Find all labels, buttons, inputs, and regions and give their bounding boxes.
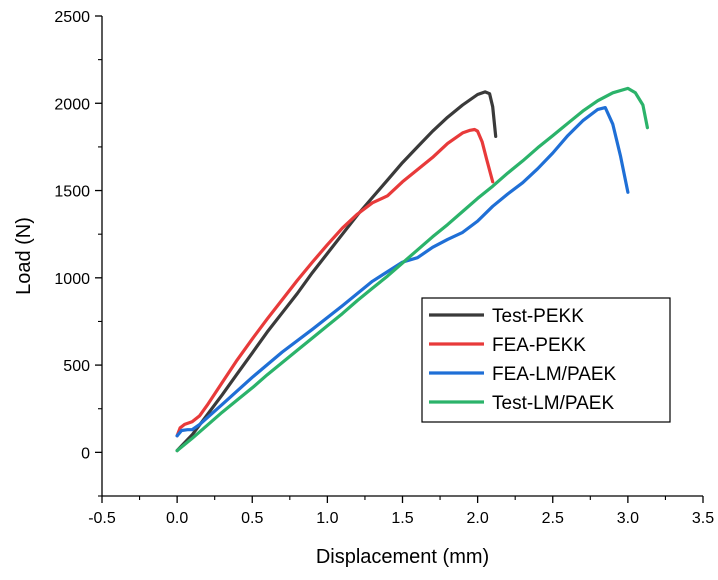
x-tick-label: 3.5 xyxy=(692,510,714,527)
x-tick-label: -0.5 xyxy=(88,510,116,527)
x-axis-title: Displacement (mm) xyxy=(316,546,489,568)
x-tick-label: 0.5 xyxy=(241,510,263,527)
legend: Test-PEKK FEA-PEKK FEA-LM/PAEK Test-LM/PAEK xyxy=(421,297,671,423)
axes: -0.5 0.0 0.5 1.0 1.5 2.0 2.5 3.0 3.5 0 500 1000 1500… xyxy=(54,9,714,527)
y-tick-label: 500 xyxy=(63,358,90,375)
x-tick-label: 1.5 xyxy=(391,510,413,527)
y-tick-label: 1500 xyxy=(54,184,90,201)
series-line-3 xyxy=(175,86,649,453)
legend-label: Test-LM/PAEK xyxy=(492,393,614,414)
legend-label: FEA-PEKK xyxy=(492,335,586,356)
y-tick-label: 2000 xyxy=(54,96,90,113)
x-tick-label: 3.0 xyxy=(617,510,639,527)
x-tick-label: 2.5 xyxy=(542,510,564,527)
series-line-1 xyxy=(175,127,495,438)
y-tick-label: 2500 xyxy=(54,9,90,26)
x-tick-label: 1.0 xyxy=(316,510,338,527)
y-tick-label: 0 xyxy=(81,445,90,462)
legend-label: FEA-LM/PAEK xyxy=(492,364,617,385)
x-tick-label: 2.0 xyxy=(467,510,489,527)
y-tick-label: 1000 xyxy=(54,271,90,288)
legend-label: Test-PEKK xyxy=(492,306,584,327)
x-tick-label: 0.0 xyxy=(166,510,188,527)
series-line-2 xyxy=(175,106,630,438)
y-axis-title: Load (N) xyxy=(13,217,35,295)
plot-lines xyxy=(175,86,649,453)
